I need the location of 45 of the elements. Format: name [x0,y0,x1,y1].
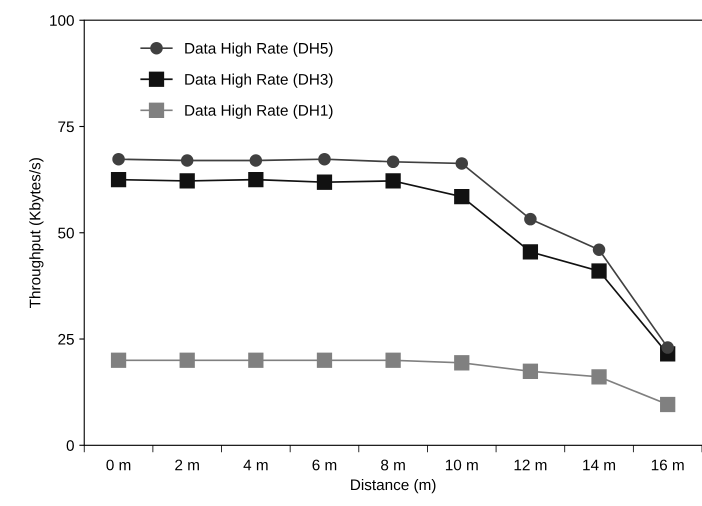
y-tick-label: 0 [66,440,74,451]
point [385,173,401,189]
x-tick-label: 16 m [652,460,684,470]
point [180,154,194,167]
point [110,172,126,188]
point [248,352,264,368]
point [591,369,607,384]
y-tick-label: 75 [58,122,74,132]
x-tick-label: 14 m [583,460,616,470]
point [522,364,538,379]
point [661,341,674,354]
point [318,152,331,166]
point [454,355,470,370]
point [522,244,538,260]
point [248,172,264,188]
point [592,244,606,256]
point [180,352,195,368]
x-tick-label: 10 m [446,460,478,470]
x-tick-label: 8 m [381,460,405,470]
x-tick-label: 4 m [243,460,268,470]
legend-label: Data High Rate (DH1) [185,104,332,119]
point [316,352,332,368]
x-tick-label: 12 m [514,460,546,470]
point [591,263,607,279]
point [112,152,125,166]
point [250,154,262,167]
y-axis-title: Throughput (Kbytes/s) [29,158,44,308]
y-tick-label: 25 [58,334,74,345]
y-tick-label: 100 [50,15,74,26]
legend-label: Data High Rate (DH5) [185,42,332,57]
point [110,352,126,368]
point [386,156,400,168]
point [660,396,676,412]
x-axis-title: Distance (m) [351,478,436,494]
point [524,212,537,226]
point [316,174,332,190]
point [385,352,401,368]
point [180,173,195,189]
x-tick-label: 6 m [312,460,336,470]
legend-label: Data High Rate (DH3) [185,74,332,88]
point [454,188,470,204]
x-tick-label: 2 m [175,460,199,470]
x-tick-label: 0 m [106,460,130,470]
y-tick-label: 50 [58,228,74,238]
point [456,157,468,170]
